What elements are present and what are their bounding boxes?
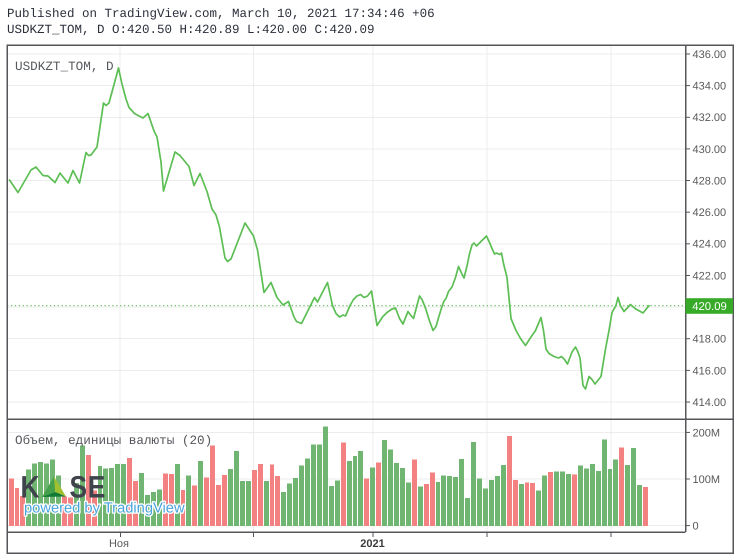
svg-text:2021: 2021 — [360, 538, 384, 550]
svg-text:422.00: 422.00 — [693, 270, 727, 282]
svg-text:200M: 200M — [693, 427, 721, 439]
svg-text:434.00: 434.00 — [693, 81, 727, 93]
svg-text:414.00: 414.00 — [693, 397, 727, 409]
svg-text:424.00: 424.00 — [693, 239, 727, 251]
svg-text:Объем, единицы валюты (20): Объем, единицы валюты (20) — [15, 433, 212, 448]
svg-text:USDKZT_TOM, D: USDKZT_TOM, D — [15, 59, 114, 74]
svg-text:powered by TradingView: powered by TradingView — [24, 501, 185, 517]
svg-text:USDKZT_TOM, D O:420.50 H:420.8: USDKZT_TOM, D O:420.50 H:420.89 L:420.00… — [7, 23, 375, 37]
svg-text:Published on TradingView.com,: Published on TradingView.com, March 10, … — [7, 7, 435, 21]
svg-text:432.00: 432.00 — [693, 112, 727, 124]
svg-text:418.00: 418.00 — [693, 334, 727, 346]
svg-text:416.00: 416.00 — [693, 365, 727, 377]
svg-text:428.00: 428.00 — [693, 175, 727, 187]
svg-text:100M: 100M — [693, 474, 721, 486]
svg-text:430.00: 430.00 — [693, 144, 727, 156]
svg-text:Ноя: Ноя — [109, 538, 129, 550]
svg-text:436.00: 436.00 — [693, 49, 727, 61]
svg-text:SE: SE — [70, 470, 107, 505]
svg-text:426.00: 426.00 — [693, 207, 727, 219]
svg-text:0: 0 — [693, 521, 699, 533]
svg-text:420.09: 420.09 — [692, 301, 727, 313]
svg-text:K: K — [21, 470, 41, 505]
